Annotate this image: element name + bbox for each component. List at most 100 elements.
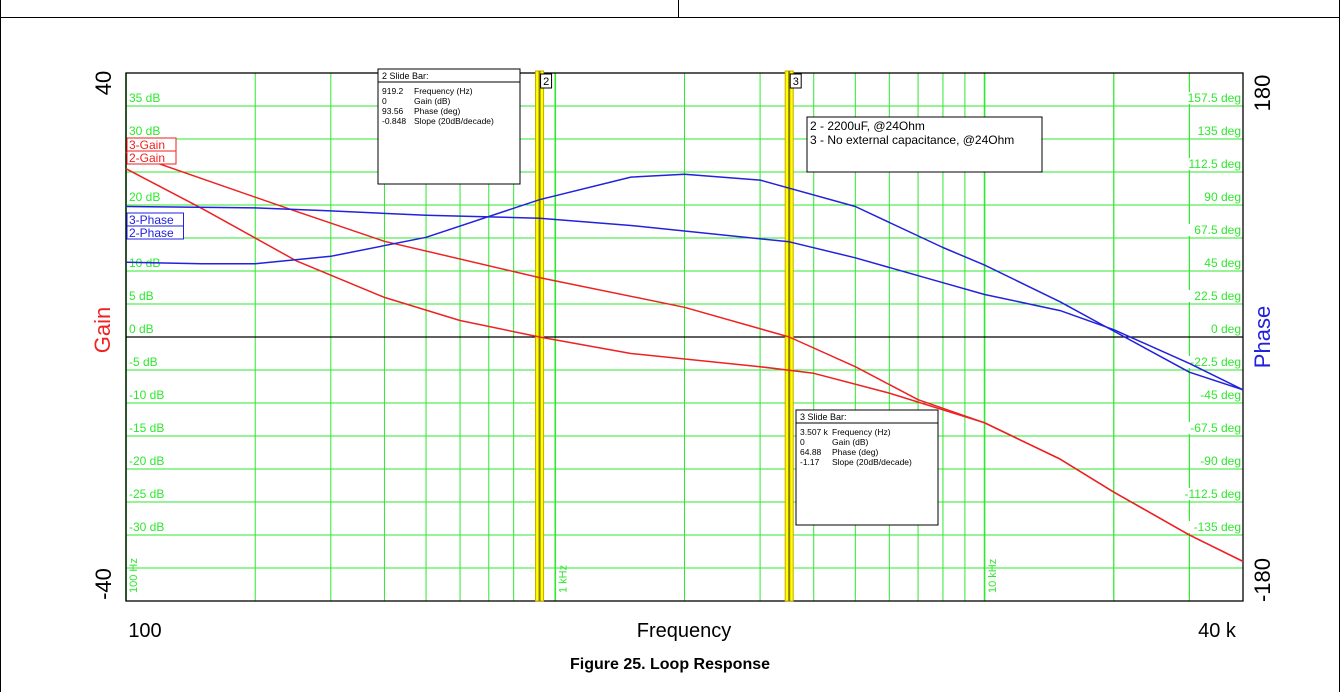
legend-entry: 3-Phase	[129, 213, 174, 227]
phase-tick-bg	[1197, 257, 1241, 269]
series-line-2-gain	[125, 168, 1244, 563]
x-grid-labels: 100 Hz 1 kHz 10 kHz	[128, 558, 999, 593]
phase-tick-bg	[1183, 224, 1241, 236]
info-value: 3.507 k	[800, 427, 829, 437]
phase-tick-bg	[1183, 521, 1241, 533]
info-value: 919.2	[382, 86, 404, 96]
gain-end-label: 40	[91, 71, 116, 95]
phase-tick-bg	[1169, 488, 1241, 500]
series-line-2-phase	[125, 173, 1244, 391]
info-box	[795, 409, 939, 526]
x-grid-label: 100 Hz	[128, 558, 140, 593]
phase-tick-label: 135 deg	[1198, 124, 1241, 138]
gain-tick-label: -5 dB	[129, 355, 158, 369]
phase-tick-bg	[1197, 191, 1241, 203]
annotation-line: 2 - 2200uF, @24Ohm	[810, 119, 925, 133]
phase-end-label: 180	[1250, 75, 1275, 112]
legend-box	[126, 150, 177, 165]
gain-tick-label: -25 dB	[129, 487, 164, 501]
phase-end-label: -180	[1250, 558, 1275, 602]
info-label: Slope (20dB/decade)	[414, 116, 494, 126]
phase-tick-bg	[1176, 422, 1241, 434]
gain-tick-label: 5 dB	[129, 289, 154, 303]
info-value: 93.56	[382, 106, 404, 116]
info-box	[377, 68, 521, 185]
phase-tick-bg	[1190, 125, 1241, 137]
legend-box	[126, 225, 184, 240]
slide-bar-tag-label: 3	[793, 76, 799, 88]
legend-entry: 2-Gain	[129, 151, 165, 165]
gain-tick-label: -20 dB	[129, 454, 164, 468]
slide-bar-center	[538, 71, 541, 601]
phase-tick-bg	[1204, 323, 1241, 335]
phase-tick-label: -45 deg	[1200, 388, 1241, 402]
x-end-label: 40 k	[1198, 620, 1237, 642]
phase-axis-title: Phase	[1250, 306, 1275, 368]
gain-tick-bg	[128, 455, 172, 467]
gain-tick-label: -15 dB	[129, 421, 164, 435]
phase-tick-label: 45 deg	[1204, 256, 1241, 270]
legend-entry: 3-Gain	[129, 138, 165, 152]
phase-tick-bg	[1183, 290, 1241, 302]
slide-bar-center	[788, 71, 791, 601]
phase-tick-label: 0 deg	[1211, 322, 1241, 336]
phase-tick-labels: 157.5 deg 135 deg 112.5 deg 90 deg 67.5 deg 4…	[1169, 91, 1241, 534]
gain-end-label: -40	[91, 568, 116, 600]
gain-tick-bg	[128, 422, 172, 434]
info-label: Frequency (Hz)	[832, 427, 891, 437]
slide-bar-tag-label: 2	[543, 76, 549, 88]
annotation-line: 3 - No external capacitance, @24Ohm	[810, 133, 1014, 147]
info-label: Phase (deg)	[414, 106, 460, 116]
gain-tick-bg	[128, 290, 158, 302]
phase-tick-bg	[1176, 158, 1241, 170]
info-label: Gain (dB)	[832, 437, 869, 447]
gain-tick-bg	[128, 521, 172, 533]
phase-tick-label: -90 deg	[1200, 454, 1241, 468]
info-label: Gain (dB)	[414, 96, 451, 106]
legend-entry: 2-Phase	[129, 226, 174, 240]
gain-tick-bg	[128, 125, 165, 137]
phase-tick-label: -112.5 deg	[1185, 487, 1242, 501]
plot-border	[125, 72, 1244, 602]
info-title: 2 Slide Bar:	[382, 71, 429, 81]
gain-tick-bg	[128, 191, 165, 203]
phase-tick-bg	[1190, 455, 1241, 467]
gain-tick-label: -10 dB	[129, 388, 164, 402]
gain-tick-bg	[128, 488, 172, 500]
info-value: -0.848	[382, 116, 406, 126]
gain-tick-bg	[128, 356, 165, 368]
gain-tick-label: 30 dB	[129, 124, 160, 138]
info-value: -1.17	[800, 457, 820, 467]
gain-tick-label: 0 dB	[129, 322, 154, 336]
phase-tick-bg	[1176, 92, 1241, 104]
phase-tick-label: 67.5 deg	[1194, 223, 1241, 237]
phase-tick-label: 157.5 deg	[1188, 91, 1241, 105]
gain-tick-label: -30 dB	[129, 520, 164, 534]
phase-tick-label: -22.5 deg	[1190, 355, 1241, 369]
slide-bar-tag	[540, 73, 553, 89]
gain-tick-label: 35 dB	[129, 91, 160, 105]
phase-tick-label: 112.5 deg	[1189, 157, 1242, 171]
info-label: Frequency (Hz)	[414, 86, 473, 96]
x-axis-title: Frequency	[637, 620, 732, 642]
gain-tick-bg	[128, 323, 158, 335]
slide-bar-info-2: 2 Slide Bar: 919.2 Frequency (Hz) 0 Gain (dB…	[377, 68, 521, 185]
x-start-label: 100	[128, 620, 161, 642]
info-value: 0	[382, 96, 387, 106]
x-grid-label: 1 kHz	[557, 565, 569, 593]
phase-tick-label: -67.5 deg	[1190, 421, 1241, 435]
gain-tick-label: 20 dB	[129, 190, 160, 204]
gain-axis-title: Gain	[90, 307, 115, 353]
phase-tick-label: -135 deg	[1194, 520, 1241, 534]
phase-tick-bg	[1190, 389, 1241, 401]
slide-bar-info-3: 3 Slide Bar: 3.507 k Frequency (Hz) 0 Gain (…	[795, 409, 939, 526]
annotation-box	[806, 116, 1043, 173]
info-value: 64.88	[800, 447, 822, 457]
slide-bar-tag	[789, 73, 802, 89]
phase-tick-label: 22.5 deg	[1194, 289, 1241, 303]
